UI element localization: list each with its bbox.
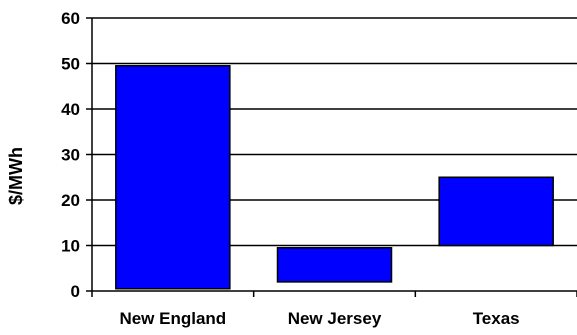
x-tick-label-new-jersey: New Jersey xyxy=(288,309,382,328)
y-tick-label-40: 40 xyxy=(61,100,80,119)
x-tick-label-texas: Texas xyxy=(473,309,520,328)
y-tick-label-10: 10 xyxy=(61,237,80,256)
x-tick-labels: New England New Jersey Texas xyxy=(119,309,519,328)
bar-new-jersey xyxy=(276,247,393,283)
bars xyxy=(115,65,554,290)
y-tick-label-20: 20 xyxy=(61,191,80,210)
y-tick-label-60: 60 xyxy=(61,9,80,28)
y-tick-label-50: 50 xyxy=(61,55,80,74)
bar-texas xyxy=(438,176,554,247)
bar-new-england xyxy=(115,65,231,290)
axes xyxy=(86,17,577,297)
x-tick-label-new-england: New England xyxy=(119,309,226,328)
y-axis-title: $/MWh xyxy=(6,147,26,205)
y-tick-label-30: 30 xyxy=(61,146,80,165)
y-tick-label-0: 0 xyxy=(71,282,80,301)
y-tick-labels: 0 10 20 30 40 50 60 xyxy=(61,9,80,301)
